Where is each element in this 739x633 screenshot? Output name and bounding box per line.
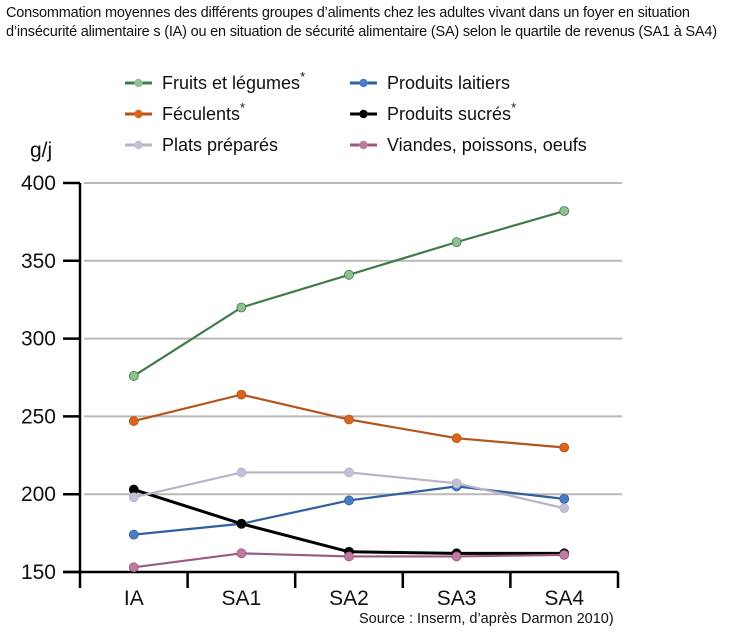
legend-item: Fruits et légumes* bbox=[125, 69, 305, 93]
data-point bbox=[559, 442, 570, 453]
x-tick-label: SA4 bbox=[544, 587, 584, 610]
data-point bbox=[559, 549, 570, 560]
legend-label: Produits laitiers bbox=[387, 73, 510, 93]
legend-label: Produits sucrés* bbox=[387, 100, 516, 124]
x-tick-label: SA1 bbox=[222, 587, 262, 610]
data-point bbox=[236, 518, 247, 529]
data-point bbox=[344, 269, 354, 280]
data-point bbox=[451, 237, 462, 248]
data-point bbox=[236, 389, 247, 400]
y-tick-label: 300 bbox=[21, 328, 56, 351]
data-point bbox=[451, 478, 462, 489]
y-axis-ticks: 150 200 250 300 350 400 bbox=[21, 172, 80, 584]
x-tick-label: SA3 bbox=[437, 587, 477, 610]
data-point bbox=[559, 493, 570, 504]
data-point bbox=[559, 503, 570, 514]
x-tick-label: IA bbox=[124, 587, 144, 610]
legend-swatch-marker bbox=[134, 109, 143, 119]
data-point bbox=[128, 371, 139, 381]
y-axis-unit-label: g/j bbox=[30, 139, 52, 162]
legend: Fruits et légumes* Produits laitiers Fécul… bbox=[125, 69, 587, 155]
legend-item: Produits sucrés* bbox=[350, 100, 516, 124]
series-group bbox=[128, 206, 570, 573]
data-point bbox=[128, 492, 139, 503]
legend-label: Plats préparés bbox=[162, 135, 278, 155]
data-point bbox=[451, 551, 462, 562]
y-tick-label: 350 bbox=[21, 250, 56, 273]
series-4 bbox=[128, 467, 570, 514]
data-point bbox=[236, 302, 247, 313]
legend-label: Fruits et légumes* bbox=[162, 69, 305, 93]
data-point bbox=[344, 551, 354, 562]
legend-label: Viandes, poissons, oeufs bbox=[387, 135, 587, 155]
y-tick-label: 150 bbox=[21, 561, 56, 584]
x-tick-label: SA2 bbox=[329, 587, 369, 610]
source-note: Source : Inserm, d’après Darmon 2010) bbox=[359, 611, 614, 627]
series-2 bbox=[128, 389, 570, 453]
series-line bbox=[133, 209, 565, 377]
data-point bbox=[236, 467, 247, 478]
data-point bbox=[344, 467, 354, 478]
series-5 bbox=[128, 548, 570, 573]
series-0 bbox=[128, 206, 570, 381]
data-point bbox=[128, 416, 139, 426]
legend-item: Viandes, poissons, oeufs bbox=[350, 135, 587, 155]
legend-swatch-marker bbox=[359, 78, 368, 88]
data-point bbox=[344, 414, 354, 425]
data-point bbox=[236, 548, 247, 559]
y-tick-label: 250 bbox=[21, 405, 56, 428]
legend-item: Plats préparés bbox=[125, 135, 278, 155]
x-axis-ticks: IA SA1 SA2 SA3 SA4 bbox=[124, 572, 620, 610]
data-point bbox=[559, 206, 570, 216]
legend-swatch-marker bbox=[134, 140, 143, 150]
chart-caption: Consommation moyennes des différents gro… bbox=[6, 5, 717, 40]
legend-swatch-marker bbox=[359, 140, 368, 150]
data-point bbox=[344, 495, 354, 506]
data-point bbox=[128, 529, 139, 540]
axes bbox=[63, 183, 618, 588]
legend-item: Produits laitiers bbox=[350, 73, 510, 93]
y-tick-label: 400 bbox=[21, 172, 56, 195]
data-point bbox=[451, 433, 462, 444]
gridlines bbox=[84, 182, 622, 496]
legend-item: Féculents* bbox=[125, 100, 245, 124]
legend-swatch-marker bbox=[134, 78, 143, 88]
y-tick-label: 200 bbox=[21, 483, 56, 506]
data-point bbox=[128, 562, 139, 573]
legend-label: Féculents* bbox=[162, 100, 245, 124]
legend-swatch-marker bbox=[359, 109, 368, 119]
